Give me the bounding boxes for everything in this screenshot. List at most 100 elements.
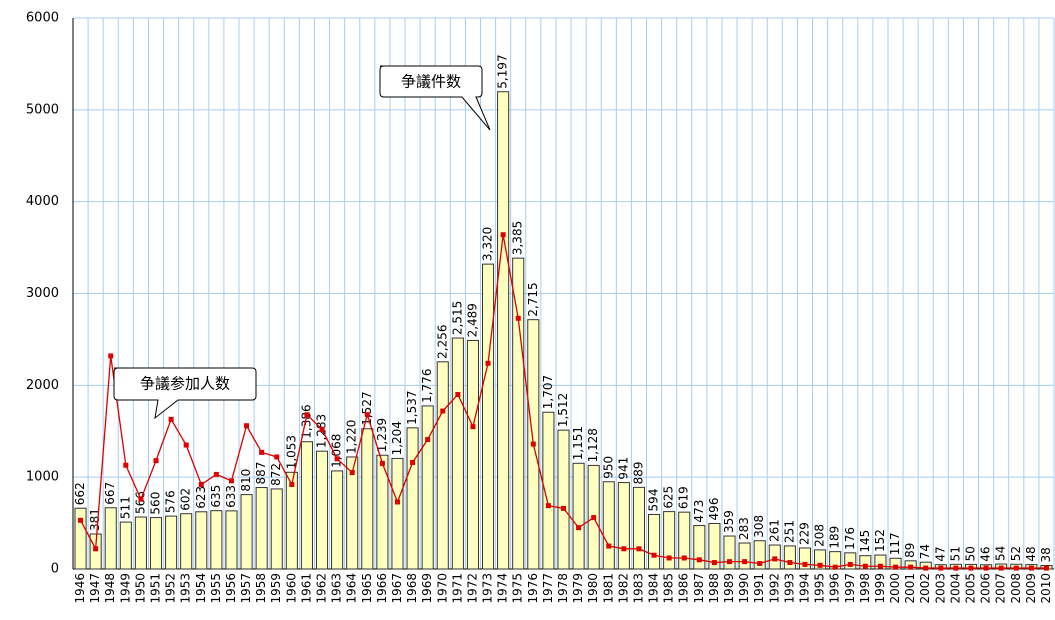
x-tick-label: 1960 bbox=[284, 573, 298, 604]
line-marker bbox=[832, 564, 838, 570]
value-label: 1,537 bbox=[405, 390, 419, 424]
bar bbox=[648, 513, 661, 570]
x-tick-label: 1962 bbox=[315, 573, 329, 604]
x-tick-label: 2000 bbox=[888, 573, 902, 604]
bar bbox=[617, 482, 630, 570]
x-tick-label: 1953 bbox=[179, 573, 193, 604]
value-label: 261 bbox=[767, 519, 781, 542]
bar bbox=[783, 545, 796, 570]
value-label: 662 bbox=[73, 482, 87, 505]
x-tick-label: 1954 bbox=[194, 573, 208, 604]
x-tick-label: 1993 bbox=[782, 573, 796, 604]
bar bbox=[74, 507, 87, 570]
value-label: 48 bbox=[1024, 546, 1038, 561]
bar bbox=[240, 494, 253, 570]
line-marker bbox=[334, 456, 340, 462]
value-label: 511 bbox=[118, 496, 132, 519]
line-marker bbox=[515, 315, 521, 321]
x-tick-label: 1980 bbox=[586, 573, 600, 604]
value-label: 602 bbox=[179, 488, 193, 511]
x-tick-label: 1978 bbox=[556, 573, 570, 604]
x-tick-label: 2004 bbox=[948, 573, 962, 604]
line-marker bbox=[908, 564, 914, 570]
line-marker bbox=[153, 458, 159, 464]
bar bbox=[300, 441, 313, 570]
line-marker bbox=[1028, 565, 1034, 571]
x-tick-label: 1994 bbox=[797, 573, 811, 604]
line-marker bbox=[410, 459, 416, 465]
line-marker bbox=[545, 503, 551, 509]
bar bbox=[632, 486, 646, 570]
x-tick-label: 2002 bbox=[918, 573, 932, 604]
x-tick-label: 1975 bbox=[511, 573, 525, 604]
value-label: 46 bbox=[979, 546, 993, 561]
x-tick-label: 2003 bbox=[933, 573, 947, 604]
annotation: 争議件数 bbox=[401, 73, 461, 91]
value-label: 1,068 bbox=[330, 434, 344, 468]
line-marker bbox=[893, 564, 899, 570]
x-tick-label: 1996 bbox=[828, 573, 842, 604]
value-label: 619 bbox=[677, 486, 691, 509]
line-marker bbox=[998, 565, 1004, 571]
x-tick-label: 2005 bbox=[963, 573, 977, 604]
y-tick-label: 6000 bbox=[26, 11, 59, 26]
value-label: 1,386 bbox=[299, 404, 313, 438]
value-label: 496 bbox=[707, 498, 721, 521]
x-tick-label: 1946 bbox=[73, 573, 87, 604]
value-label: 872 bbox=[269, 463, 283, 486]
x-tick-label: 1957 bbox=[239, 573, 253, 604]
bar bbox=[406, 427, 419, 570]
value-label: 2,715 bbox=[526, 282, 540, 316]
line-marker bbox=[168, 416, 174, 422]
value-label: 5,197 bbox=[496, 54, 510, 88]
x-tick-label: 1981 bbox=[601, 573, 615, 604]
x-tick-label: 1979 bbox=[571, 573, 585, 604]
bar bbox=[602, 481, 615, 570]
x-tick-label: 1955 bbox=[209, 573, 223, 604]
line-marker bbox=[772, 556, 778, 562]
bar bbox=[542, 411, 555, 570]
line-marker bbox=[742, 559, 748, 565]
value-label: 359 bbox=[722, 510, 736, 533]
value-label: 381 bbox=[88, 508, 102, 531]
line-marker bbox=[289, 482, 295, 488]
value-label: 308 bbox=[752, 515, 766, 538]
line-marker bbox=[847, 561, 853, 567]
bar bbox=[104, 507, 117, 570]
line-marker bbox=[349, 470, 355, 476]
value-label: 889 bbox=[631, 461, 645, 484]
bar bbox=[270, 488, 283, 570]
x-tick-label: 1976 bbox=[526, 573, 540, 604]
value-label: 667 bbox=[103, 482, 117, 505]
line-marker bbox=[576, 525, 582, 531]
value-label: 1,204 bbox=[390, 421, 404, 455]
x-tick-label: 1963 bbox=[330, 573, 344, 604]
value-label: 208 bbox=[813, 524, 827, 547]
x-tick-label: 2009 bbox=[1024, 573, 1038, 604]
x-tick-label: 2001 bbox=[903, 573, 917, 604]
value-label: 810 bbox=[239, 469, 253, 492]
callout-bubble bbox=[113, 367, 257, 420]
x-tick-label: 1983 bbox=[631, 573, 645, 604]
line-marker bbox=[681, 555, 687, 561]
line-marker bbox=[923, 565, 929, 571]
bar bbox=[572, 462, 585, 570]
x-tick-label: 1988 bbox=[707, 573, 721, 604]
x-tick-label: 1995 bbox=[813, 573, 827, 604]
bar bbox=[376, 454, 389, 570]
x-tick-label: 1951 bbox=[149, 573, 163, 604]
line-marker bbox=[561, 505, 566, 511]
line-marker bbox=[651, 552, 657, 558]
bar bbox=[89, 533, 102, 570]
bar bbox=[497, 91, 510, 570]
x-tick-label: 1999 bbox=[873, 573, 887, 604]
bar bbox=[663, 511, 676, 570]
x-tick-label: 1969 bbox=[420, 573, 434, 604]
x-tick-label: 1968 bbox=[405, 573, 419, 604]
bar bbox=[165, 515, 178, 570]
value-label: 635 bbox=[209, 485, 223, 508]
bar bbox=[285, 471, 298, 570]
bar bbox=[738, 542, 751, 570]
value-label: 229 bbox=[797, 522, 811, 545]
